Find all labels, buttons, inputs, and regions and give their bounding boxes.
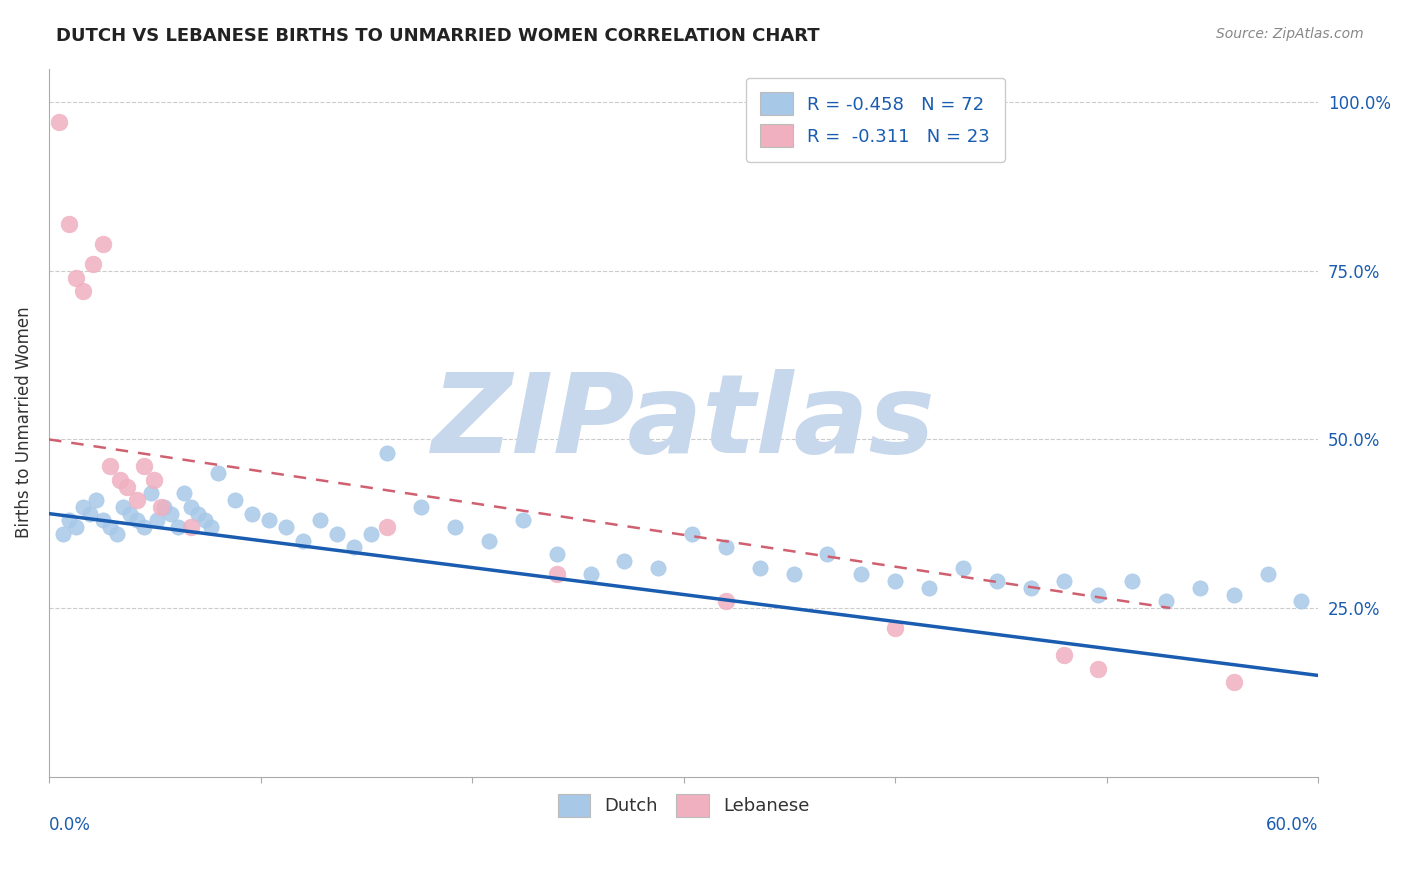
Legend: Dutch, Lebanese: Dutch, Lebanese [551,787,817,824]
Text: 60.0%: 60.0% [1265,815,1319,833]
Text: DUTCH VS LEBANESE BIRTHS TO UNMARRIED WOMEN CORRELATION CHART: DUTCH VS LEBANESE BIRTHS TO UNMARRIED WO… [56,27,820,45]
Text: ZIPatlas: ZIPatlas [432,369,935,476]
Text: Source: ZipAtlas.com: Source: ZipAtlas.com [1216,27,1364,41]
Y-axis label: Births to Unmarried Women: Births to Unmarried Women [15,307,32,539]
Text: 0.0%: 0.0% [49,815,91,833]
